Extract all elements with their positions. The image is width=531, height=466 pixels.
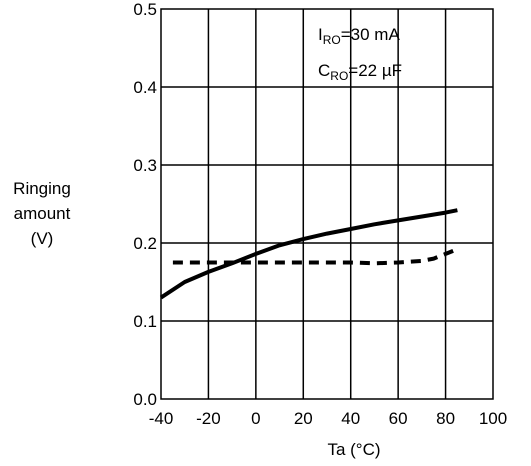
x-tick-label: 40 bbox=[341, 409, 360, 428]
x-tick-label: 100 bbox=[479, 409, 507, 428]
x-tick-label: 60 bbox=[389, 409, 408, 428]
series-line-dashed bbox=[172, 247, 459, 266]
annotation-capacitance: CRO=22 µF bbox=[318, 61, 402, 83]
x-tick-labels: -40 -20 0 20 40 60 80 100 bbox=[149, 409, 507, 428]
x-tick-label: 80 bbox=[436, 409, 455, 428]
y-axis-label-line3: (V) bbox=[31, 229, 54, 248]
y-axis-label-line1: Ringing bbox=[13, 179, 71, 198]
y-axis-label-line2: amount bbox=[14, 204, 71, 223]
x-axis-label: Ta (°C) bbox=[327, 440, 380, 459]
y-tick-label: 0.2 bbox=[133, 234, 157, 253]
x-tick-label: 20 bbox=[294, 409, 313, 428]
x-tick-label: 0 bbox=[251, 409, 260, 428]
y-tick-label: 0.0 bbox=[133, 390, 157, 409]
grid-lines bbox=[161, 9, 493, 399]
y-tick-label: 0.3 bbox=[133, 156, 157, 175]
y-tick-labels: 0.0 0.1 0.2 0.3 0.4 0.5 bbox=[133, 0, 157, 409]
x-tick-label: -40 bbox=[149, 409, 174, 428]
x-tick-label: -20 bbox=[196, 409, 221, 428]
series-line-solid bbox=[159, 208, 458, 300]
y-tick-label: 0.5 bbox=[133, 0, 157, 19]
annotation-current: IRO=30 mA bbox=[318, 25, 400, 47]
series-lines bbox=[159, 208, 459, 300]
plot-frame bbox=[160, 8, 494, 400]
y-tick-label: 0.1 bbox=[133, 312, 157, 331]
y-tick-label: 0.4 bbox=[133, 78, 157, 97]
